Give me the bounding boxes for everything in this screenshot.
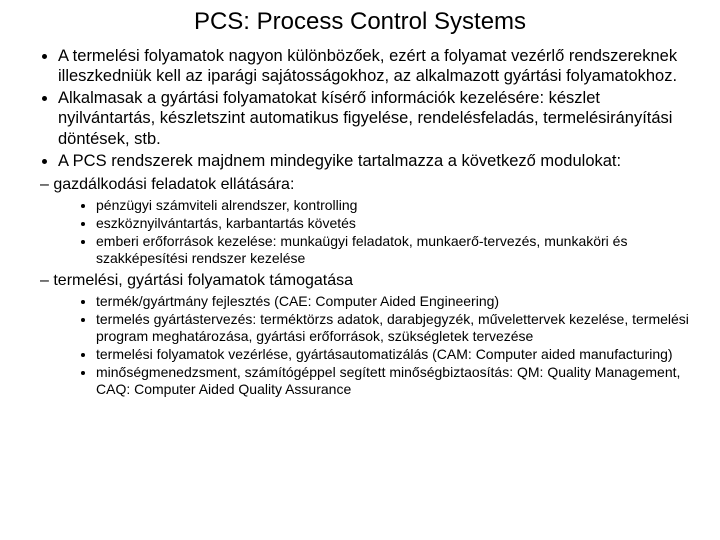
sub-item: termelési folyamatok vezérlése, gyártása… [96,346,700,363]
sub-item: minőségmenedzsment, számítógéppel segíte… [96,364,700,398]
bullet-list-level2: gazdálkodási feladatok ellátására: pénzü… [20,175,700,399]
sub-item: termék/gyártmány fejlesztés (CAE: Comput… [96,293,700,310]
section-heading-text: gazdálkodási feladatok ellátására: [53,176,294,193]
bullet-item: Alkalmasak a gyártási folyamatokat kísér… [58,88,700,148]
bullet-item: A PCS rendszerek majdnem mindegyike tart… [58,151,700,171]
sub-item: pénzügyi számviteli alrendszer, kontroll… [96,197,700,214]
slide: PCS: Process Control Systems A termelési… [0,0,720,411]
section-heading: gazdálkodási feladatok ellátására: pénzü… [40,175,700,267]
slide-title: PCS: Process Control Systems [20,8,700,36]
bullet-list-level1: A termelési folyamatok nagyon különbözőe… [20,46,700,171]
bullet-list-level3: pénzügyi számviteli alrendszer, kontroll… [54,197,700,267]
sub-item: termelés gyártástervezés: terméktörzs ad… [96,311,700,345]
bullet-item: A termelési folyamatok nagyon különbözőe… [58,46,700,86]
bullet-list-level3: termék/gyártmány fejlesztés (CAE: Comput… [54,293,700,398]
section-heading-text: termelési, gyártási folyamatok támogatás… [53,272,353,289]
section-heading: termelési, gyártási folyamatok támogatás… [40,271,700,398]
sub-item: eszköznyilvántartás, karbantartás követé… [96,215,700,232]
sub-item: emberi erőforrások kezelése: munkaügyi f… [96,233,700,267]
